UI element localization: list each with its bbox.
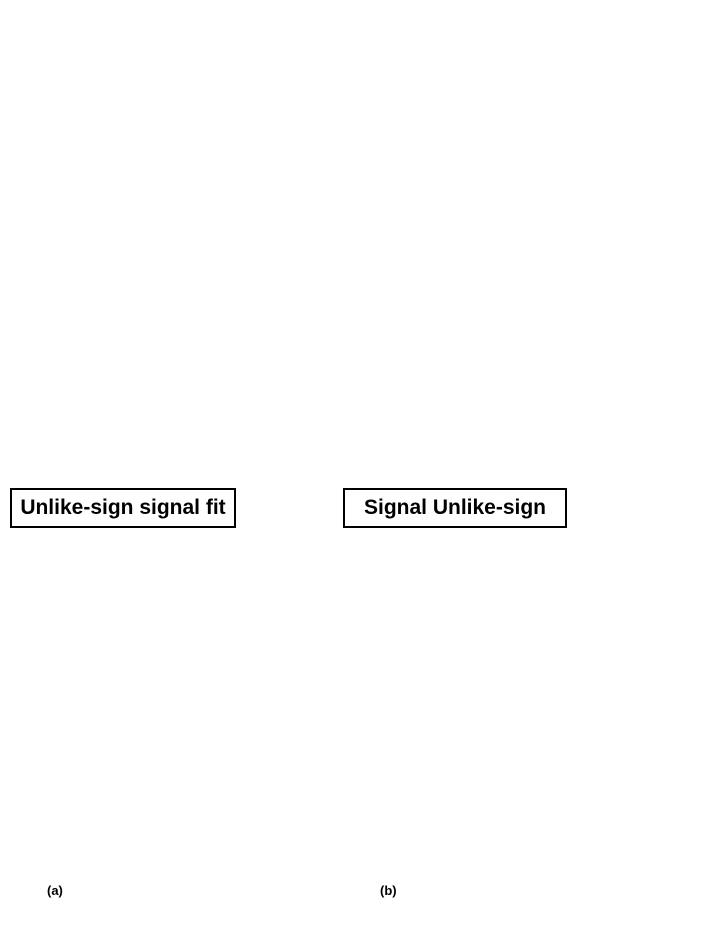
panel-label: (a) xyxy=(47,883,63,898)
panel-a: 00.010.0205010015000.20.40.60.811.21.4Δ … xyxy=(0,33,330,931)
chart-title-b: Signal Unlike-sign xyxy=(343,488,567,528)
surface-plot-a: 00.010.0205010015000.20.40.60.811.21.4Δ … xyxy=(2,33,313,898)
panel-b: 00.010.0205010015000.20.40.60.811.21.4Δ … xyxy=(335,26,665,931)
chart-title-a: Unlike-sign signal fit xyxy=(10,488,236,528)
panel-label: (b) xyxy=(380,883,397,898)
lego-plot-b: 00.010.0205010015000.20.40.60.811.21.4Δ … xyxy=(337,26,647,898)
